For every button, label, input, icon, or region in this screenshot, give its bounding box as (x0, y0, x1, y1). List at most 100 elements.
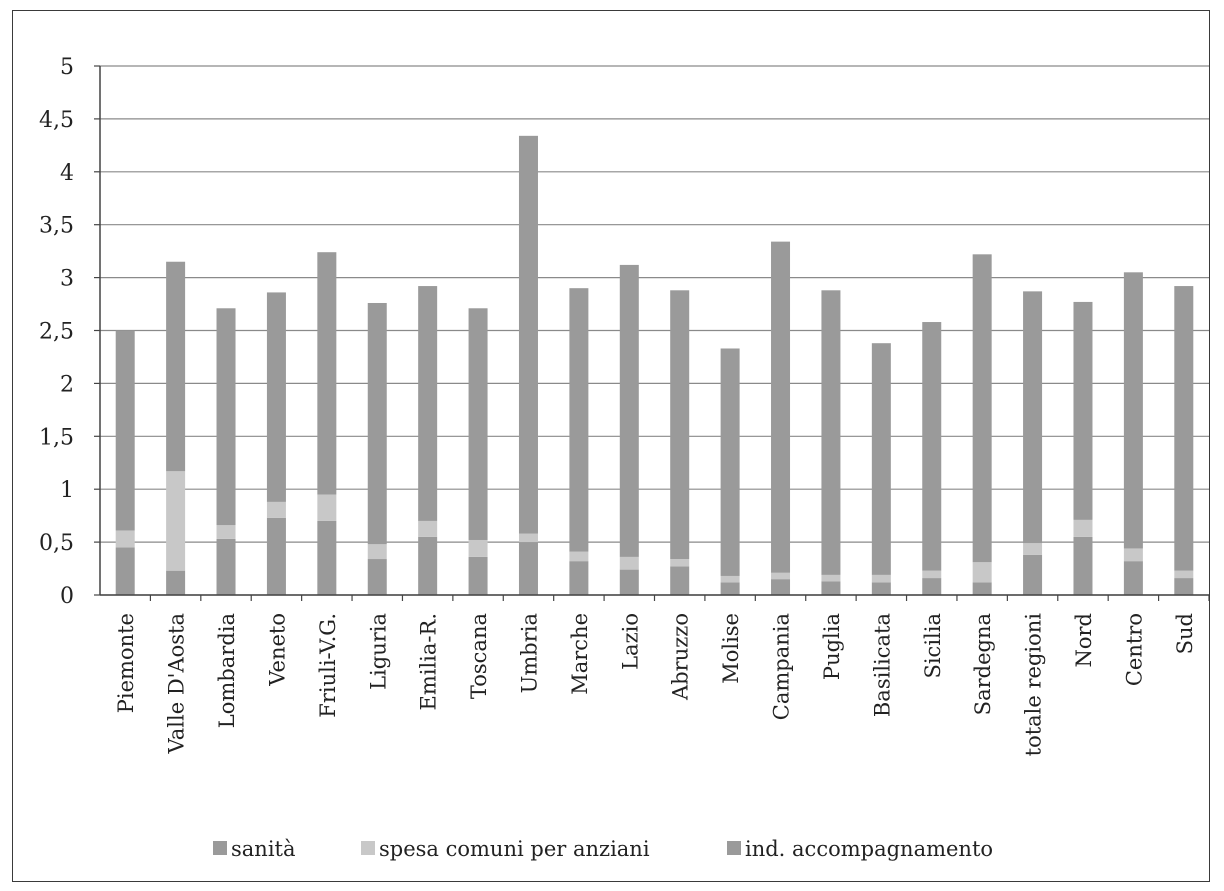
x-tick-label: Friuli-V.G. (316, 613, 340, 718)
bar-segment-spesa-comuni (1123, 548, 1143, 562)
bar-segment-sanita (1023, 554, 1043, 595)
x-tick-label: Toscana (467, 613, 491, 699)
bar-segment-ind-accompagnamento (115, 330, 135, 531)
bar-segment-ind-accompagnamento (317, 252, 337, 495)
bar-segment-ind-accompagnamento (619, 264, 639, 557)
bar-segment-spesa-comuni (418, 520, 438, 537)
legend-label: sanità (231, 837, 296, 861)
bar-segment-spesa-comuni (216, 525, 236, 539)
x-tick-label: Piemonte (114, 613, 138, 713)
bar-segment-sanita (166, 570, 186, 595)
bar-segment-spesa-comuni (468, 539, 488, 557)
x-tick-label: Puglia (820, 613, 844, 680)
bar-segment-ind-accompagnamento (922, 322, 942, 571)
bar-segment-ind-accompagnamento (1174, 286, 1194, 571)
bar-segment-sanita (569, 561, 589, 595)
bar-segment-ind-accompagnamento (166, 261, 186, 472)
x-tick-label: Centro (1122, 613, 1146, 686)
y-tick-label: 4,5 (39, 108, 74, 133)
bar-segment-ind-accompagnamento (266, 292, 286, 502)
legend-swatch (727, 841, 741, 855)
bar-segment-ind-accompagnamento (1073, 301, 1093, 520)
bars (115, 135, 1194, 595)
x-tick-label: Basilicata (870, 613, 894, 717)
bar-segment-ind-accompagnamento (670, 290, 690, 560)
y-tick-label: 5 (60, 55, 74, 80)
x-tick-label: Sud (1173, 613, 1197, 654)
bar-segment-sanita (1174, 578, 1194, 595)
x-tick-label: Valle D'Aosta (165, 613, 189, 754)
x-tick-label: Lombardia (215, 613, 239, 728)
bar-segment-sanita (367, 559, 387, 595)
y-tick-labels: 0 0,5 1 1,5 2 2,5 3 3,5 4 4,5 5 (39, 55, 74, 609)
bar-segment-spesa-comuni (619, 556, 639, 570)
x-tick-label: Sicilia (921, 613, 945, 679)
bar-segment-sanita (720, 582, 740, 595)
bar-segment-ind-accompagnamento (720, 348, 740, 576)
y-tick-label: 1,5 (39, 425, 74, 450)
bar-segment-spesa-comuni (166, 471, 186, 571)
bar-segment-spesa-comuni (972, 562, 992, 583)
bar-segment-sanita (115, 547, 135, 595)
x-tick-label: Abruzzo (669, 613, 693, 701)
bar-segment-sanita (771, 579, 791, 595)
legend-swatch (213, 841, 227, 855)
x-tick-label: Marche (568, 613, 592, 695)
bar-segment-sanita (670, 566, 690, 595)
x-tick-label: Molise (719, 613, 743, 684)
y-tick-label: 2 (60, 372, 74, 397)
bar-segment-spesa-comuni (821, 574, 841, 582)
bar-segment-spesa-comuni (771, 572, 791, 580)
bar-segment-sanita (216, 538, 236, 595)
bar-segment-ind-accompagnamento (821, 290, 841, 575)
bar-segment-ind-accompagnamento (367, 302, 387, 545)
bar-segment-spesa-comuni (569, 551, 589, 562)
y-tick-label: 3 (60, 267, 74, 292)
x-tick-label: Sardegna (971, 613, 995, 715)
x-tick-label: Campania (770, 613, 794, 720)
bar-segment-spesa-comuni (1073, 519, 1093, 537)
bar-segment-ind-accompagnamento (1023, 291, 1043, 544)
bar-segment-spesa-comuni (266, 501, 286, 518)
legend: sanità spesa comuni per anziani ind. accom… (213, 837, 993, 861)
bar-segment-spesa-comuni (1023, 543, 1043, 555)
gridlines (100, 65, 1209, 596)
bar-segment-sanita (871, 582, 891, 595)
legend-label: ind. accompagnamento (745, 837, 993, 861)
bar-segment-spesa-comuni (670, 559, 690, 567)
bar-segment-ind-accompagnamento (569, 288, 589, 552)
bar-segment-spesa-comuni (115, 530, 135, 548)
bar-segment-sanita (317, 520, 337, 595)
x-tick-label: Umbria (517, 613, 541, 693)
x-tick-label: Veneto (265, 613, 289, 687)
y-tick-label: 0,5 (39, 531, 74, 556)
bar-segment-sanita (821, 581, 841, 595)
y-tick-label: 2,5 (39, 320, 74, 345)
x-tick-label: Liguria (366, 613, 390, 690)
bar-segment-sanita (922, 578, 942, 595)
legend-label: spesa comuni per anziani (379, 837, 650, 861)
x-tick-label: totale regioni (1022, 613, 1046, 757)
bar-segment-spesa-comuni (518, 533, 538, 543)
bar-segment-sanita (518, 542, 538, 595)
y-tick-label: 4 (60, 161, 74, 186)
bar-segment-sanita (418, 536, 438, 595)
bar-segment-sanita (468, 556, 488, 595)
bar-segment-ind-accompagnamento (518, 135, 538, 534)
y-tick-label: 0 (60, 584, 74, 609)
bar-segment-spesa-comuni (922, 570, 942, 579)
bar-segment-sanita (266, 517, 286, 595)
bar-segment-sanita (1073, 536, 1093, 595)
bar-segment-spesa-comuni (367, 544, 387, 560)
bar-segment-ind-accompagnamento (871, 343, 891, 575)
bar-segment-sanita (1123, 561, 1143, 595)
bar-segment-sanita (619, 569, 639, 595)
bar-segment-ind-accompagnamento (216, 308, 236, 526)
chart-frame: 0 0,5 1 1,5 2 2,5 3 3,5 4 4,5 5 Piemonte Valle D'Ao… (12, 10, 1210, 882)
bar-segment-spesa-comuni (1174, 570, 1194, 579)
bar-segment-sanita (972, 582, 992, 595)
bar-segment-ind-accompagnamento (771, 241, 791, 573)
x-tick-label: Lazio (618, 613, 642, 670)
x-tick-label: Nord (1072, 613, 1096, 668)
y-tick-label: 3,5 (39, 214, 74, 239)
